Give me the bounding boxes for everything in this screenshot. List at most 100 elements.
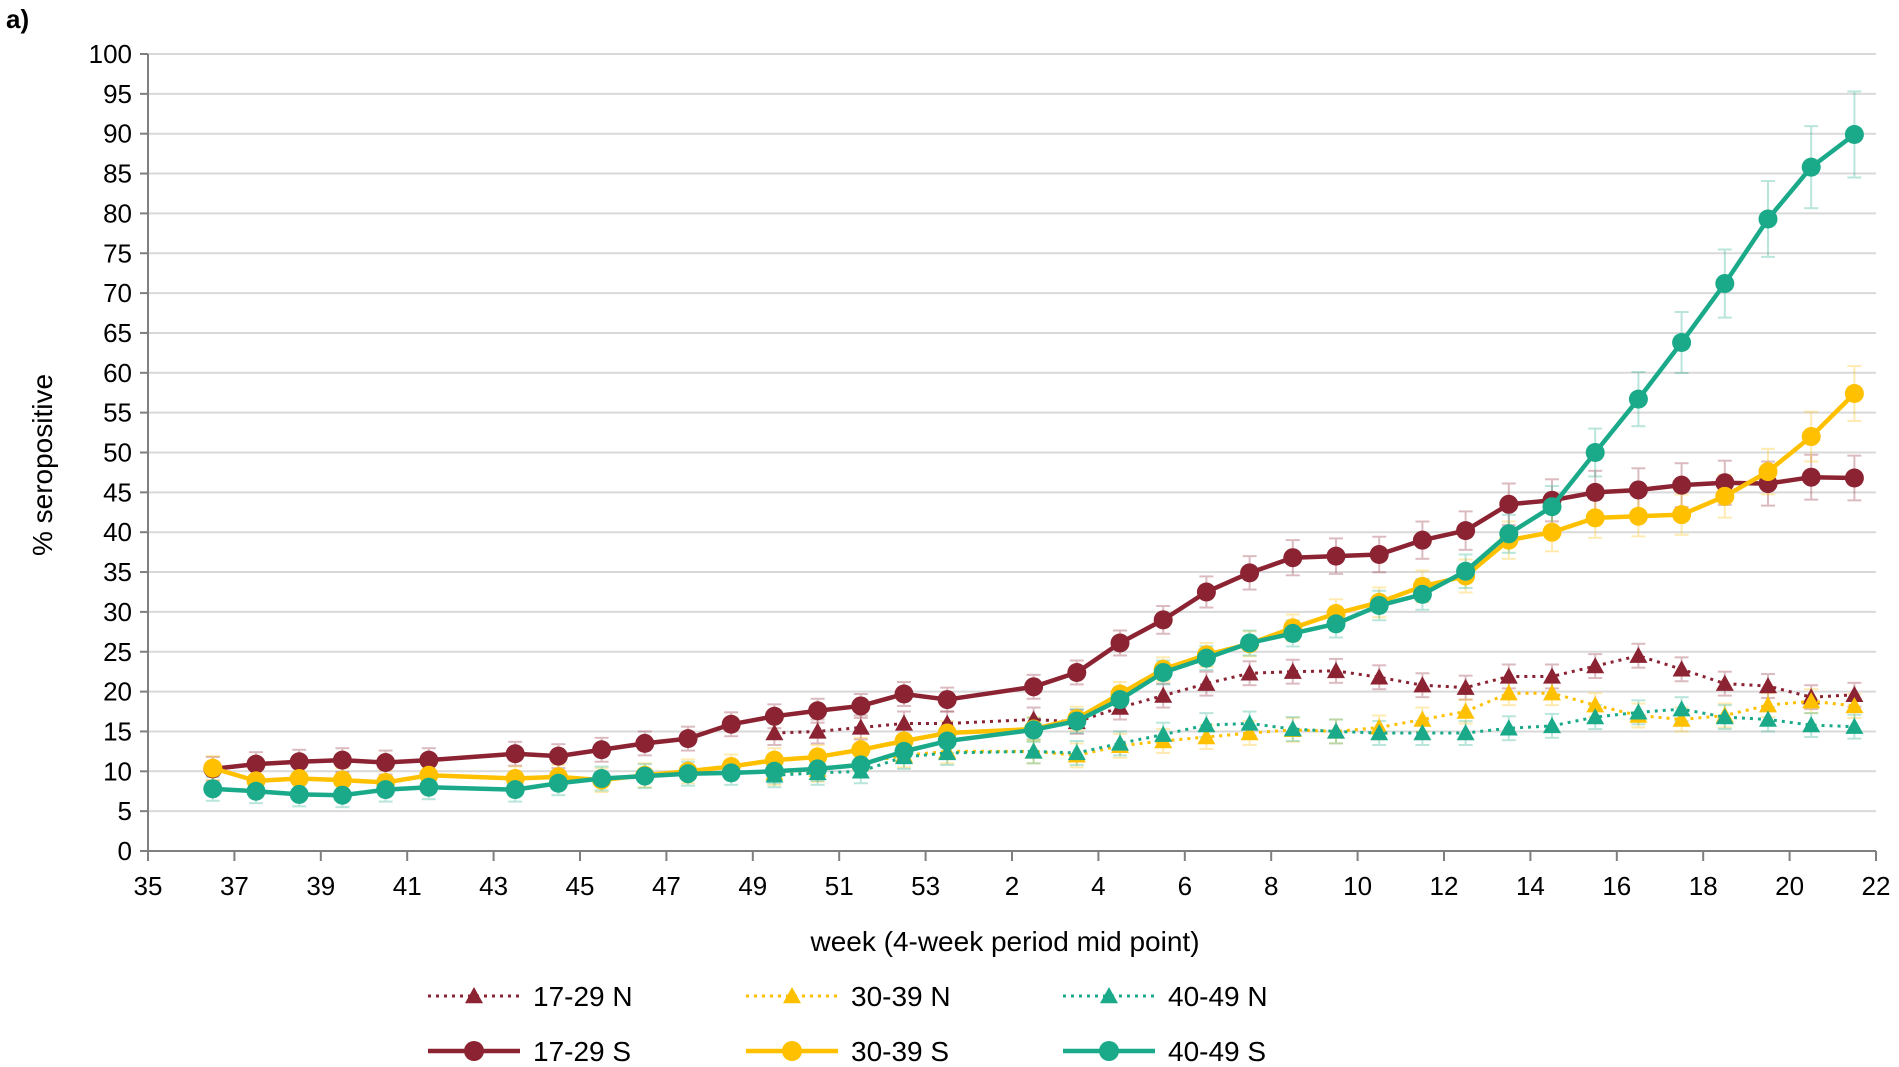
data-point — [1672, 710, 1691, 727]
y-tick-label: 0 — [118, 836, 132, 866]
data-point — [1283, 548, 1303, 568]
data-point — [1196, 648, 1216, 668]
data-point — [1100, 987, 1118, 1004]
data-point — [1024, 720, 1044, 740]
data-point — [505, 744, 525, 764]
data-point — [851, 740, 871, 760]
legend-item: 17-29 N — [428, 981, 633, 1012]
data-point — [721, 763, 741, 783]
data-point — [289, 768, 309, 788]
x-tick-label: 10 — [1343, 871, 1372, 901]
data-point — [1456, 702, 1475, 719]
data-point — [635, 733, 655, 753]
data-point — [1844, 468, 1864, 488]
data-point — [1499, 667, 1518, 684]
data-point — [203, 779, 223, 799]
data-point — [895, 714, 913, 731]
data-point — [1542, 497, 1562, 517]
data-point — [1153, 662, 1173, 682]
x-axis-title: week (4-week period mid point) — [809, 926, 1199, 957]
data-point — [332, 770, 352, 790]
data-point — [1715, 674, 1734, 691]
data-point — [808, 759, 828, 779]
data-point — [1197, 728, 1216, 745]
data-point — [1412, 530, 1432, 550]
x-tick-label: 49 — [738, 871, 767, 901]
y-tick-label: 90 — [103, 119, 132, 149]
data-point — [1759, 677, 1777, 694]
data-point — [1715, 473, 1735, 493]
x-tick-labels: 35 37 39 41 43 45 47 49 51 53 2 4 6 8 10 12 14 16 18 20 22 — [134, 871, 1891, 901]
data-point — [289, 784, 309, 804]
data-point — [1586, 696, 1605, 713]
data-point — [1543, 667, 1561, 684]
data-point — [419, 777, 439, 797]
data-point — [851, 755, 871, 775]
y-tick-label: 70 — [103, 278, 132, 308]
data-point — [894, 684, 914, 704]
data-point — [592, 768, 612, 788]
x-tick-label: 16 — [1602, 871, 1631, 901]
data-point — [894, 741, 914, 761]
data-point — [1327, 661, 1345, 679]
data-point — [246, 754, 266, 774]
data-point — [765, 724, 784, 741]
data-point — [376, 780, 396, 800]
data-point — [1585, 482, 1605, 502]
data-point — [1369, 596, 1389, 616]
x-tick-label: 2 — [1005, 871, 1019, 901]
data-point — [289, 752, 309, 772]
data-point — [808, 701, 828, 721]
x-tick-label: 6 — [1178, 871, 1192, 901]
data-point — [1802, 692, 1821, 709]
data-point — [1759, 696, 1777, 713]
data-point — [1845, 685, 1864, 702]
data-point — [1370, 724, 1389, 741]
legend-label: 30-39 N — [851, 981, 951, 1012]
data-point — [1283, 623, 1303, 643]
data-point — [1283, 662, 1302, 679]
x-tick-label: 39 — [306, 871, 335, 901]
legend-label: 40-49 S — [1168, 1036, 1266, 1067]
legend-label: 17-29 N — [533, 981, 633, 1012]
data-point — [1154, 686, 1173, 703]
y-tick-label: 15 — [103, 716, 132, 746]
y-tick-label: 25 — [103, 637, 132, 667]
data-point — [1413, 710, 1432, 727]
y-tick-label: 55 — [103, 398, 132, 428]
data-point — [1715, 274, 1735, 294]
data-point — [419, 750, 439, 770]
y-tick-labels: 0 5 10 15 20 25 30 35 40 45 50 55 60 65 70 75 80 85 90 95 10… — [89, 39, 132, 866]
data-point — [1672, 475, 1692, 495]
data-point — [1844, 124, 1864, 144]
y-tick-label: 95 — [103, 79, 132, 109]
data-point — [764, 761, 784, 781]
data-point — [1845, 717, 1864, 734]
data-point — [548, 746, 568, 766]
data-point — [1844, 384, 1864, 404]
data-point — [1672, 333, 1692, 353]
data-point — [808, 722, 827, 739]
y-tick-label: 30 — [103, 597, 132, 627]
data-point — [1326, 614, 1346, 634]
y-tick-label: 65 — [103, 318, 132, 348]
data-point — [1110, 633, 1130, 653]
data-point — [1456, 521, 1476, 541]
x-tick-label: 41 — [393, 871, 422, 901]
data-point — [937, 690, 957, 710]
data-point — [1672, 505, 1692, 525]
data-point — [1628, 480, 1648, 500]
data-point — [1240, 563, 1260, 583]
data-point — [1327, 722, 1345, 739]
series-line — [774, 654, 1855, 735]
data-point — [1240, 633, 1260, 653]
data-point — [1153, 610, 1173, 630]
x-tick-label: 12 — [1430, 871, 1459, 901]
series-17-29-n — [765, 646, 1864, 741]
data-point — [1154, 725, 1173, 742]
gridlines — [148, 53, 1876, 813]
data-point — [1585, 443, 1605, 462]
data-point — [1672, 660, 1691, 677]
data-point — [246, 781, 266, 801]
x-tick-label: 51 — [825, 871, 854, 901]
